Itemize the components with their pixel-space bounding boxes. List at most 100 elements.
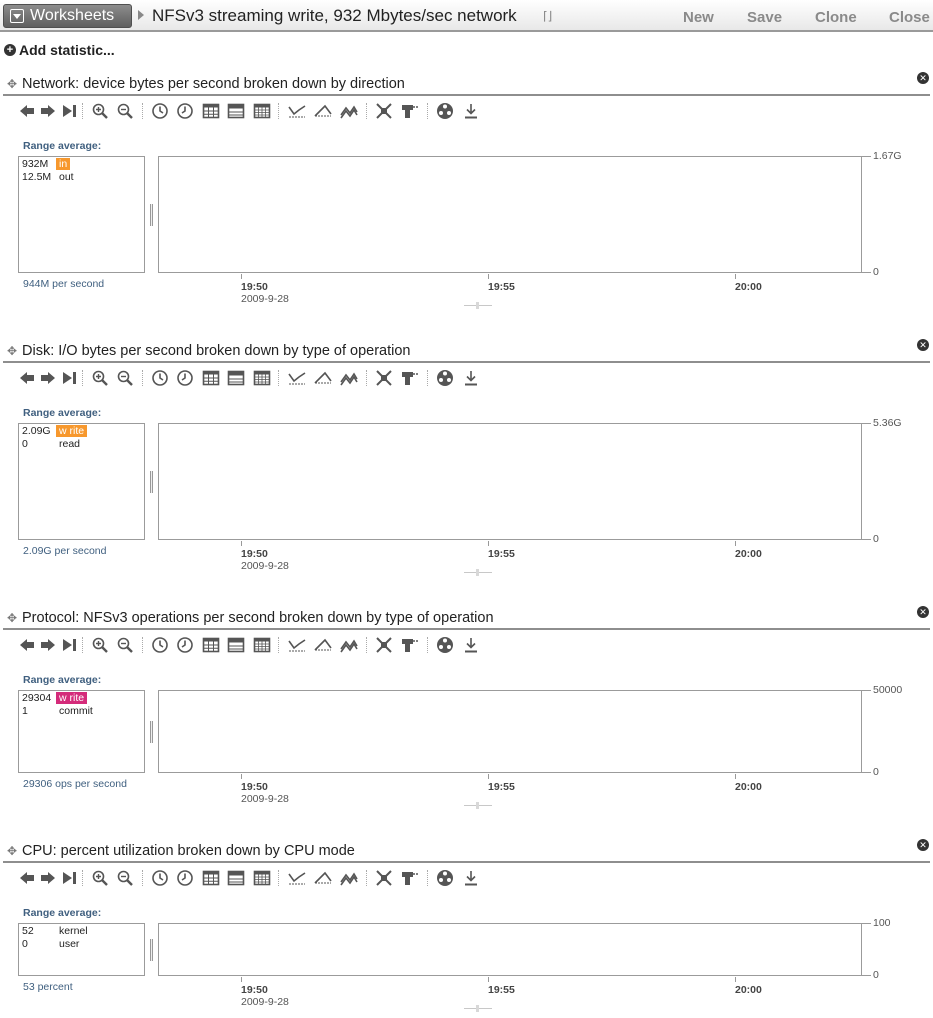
drill-icon[interactable] xyxy=(401,102,419,120)
min-line-icon[interactable] xyxy=(288,636,306,654)
table-grid-icon[interactable] xyxy=(253,869,271,887)
color-wheel-icon[interactable] xyxy=(436,369,454,387)
legend-name[interactable]: read xyxy=(59,438,81,450)
chart-plot[interactable] xyxy=(158,923,862,976)
max-line-icon[interactable] xyxy=(314,636,332,654)
zoom-in-icon[interactable] xyxy=(91,636,109,654)
range-handle[interactable] xyxy=(150,203,153,226)
chart-plot[interactable] xyxy=(158,690,862,773)
download-icon[interactable] xyxy=(462,636,480,654)
zoom-out-icon[interactable] xyxy=(116,636,134,654)
move-icon[interactable]: ✥ xyxy=(7,844,18,858)
color-wheel-icon[interactable] xyxy=(436,102,454,120)
zoom-out-icon[interactable] xyxy=(116,369,134,387)
clock-forward-icon[interactable] xyxy=(151,102,169,120)
table-icon[interactable] xyxy=(202,869,220,887)
chart-plot[interactable] xyxy=(158,156,862,273)
close-panel-icon[interactable]: ✕ xyxy=(917,839,929,851)
legend-name[interactable]: w rite xyxy=(56,692,88,704)
legend-name[interactable]: out xyxy=(59,171,74,183)
mountain-chart-icon[interactable] xyxy=(340,369,358,387)
series-area[interactable] xyxy=(18,653,720,717)
table-alt-icon[interactable] xyxy=(227,102,245,120)
max-line-icon[interactable] xyxy=(314,102,332,120)
new-button[interactable]: New xyxy=(683,9,714,26)
zoom-in-icon[interactable] xyxy=(91,369,109,387)
time-scrubber[interactable] xyxy=(464,1005,492,1012)
min-line-icon[interactable] xyxy=(288,869,306,887)
time-scrubber[interactable] xyxy=(464,569,492,576)
drill-icon[interactable] xyxy=(401,369,419,387)
max-line-icon[interactable] xyxy=(314,869,332,887)
table-grid-icon[interactable] xyxy=(253,636,271,654)
mountain-chart-icon[interactable] xyxy=(340,102,358,120)
download-icon[interactable] xyxy=(462,869,480,887)
clock-back-icon[interactable] xyxy=(176,369,194,387)
range-handle[interactable] xyxy=(150,470,153,493)
back-icon[interactable] xyxy=(18,869,720,920)
skip-end-icon[interactable] xyxy=(60,369,78,387)
save-button[interactable]: Save xyxy=(747,9,783,26)
worksheet-title[interactable]: NFSv3 streaming write, 932 Mbytes/sec ne… xyxy=(152,6,517,25)
clock-forward-icon[interactable] xyxy=(151,869,169,887)
drill-icon[interactable] xyxy=(401,869,419,887)
crop-icon[interactable] xyxy=(375,636,393,654)
close-panel-icon[interactable]: ✕ xyxy=(917,72,929,84)
back-icon[interactable] xyxy=(18,102,720,217)
move-icon[interactable]: ✥ xyxy=(7,77,18,91)
worksheets-button[interactable]: Worksheets xyxy=(3,4,132,28)
legend-name[interactable]: kernel xyxy=(59,925,88,937)
table-alt-icon[interactable] xyxy=(227,636,245,654)
table-icon[interactable] xyxy=(202,636,220,654)
min-line-icon[interactable] xyxy=(288,102,306,120)
range-handle[interactable] xyxy=(150,720,153,743)
legend-name[interactable]: user xyxy=(59,938,80,950)
move-icon[interactable]: ✥ xyxy=(7,344,18,358)
drill-icon[interactable] xyxy=(401,636,419,654)
clock-forward-icon[interactable] xyxy=(151,636,169,654)
table-alt-icon[interactable] xyxy=(227,369,245,387)
forward-icon[interactable] xyxy=(39,869,57,887)
color-wheel-icon[interactable] xyxy=(436,869,454,887)
chart-plot[interactable] xyxy=(158,423,862,540)
back-icon[interactable] xyxy=(18,369,720,484)
skip-end-icon[interactable] xyxy=(60,636,78,654)
move-icon[interactable]: ✥ xyxy=(7,611,18,625)
forward-icon[interactable] xyxy=(39,102,57,120)
color-wheel-icon[interactable] xyxy=(436,636,454,654)
clock-back-icon[interactable] xyxy=(176,636,194,654)
table-icon[interactable] xyxy=(202,102,220,120)
clock-back-icon[interactable] xyxy=(176,102,194,120)
clone-button[interactable]: Clone xyxy=(815,9,857,26)
skip-end-icon[interactable] xyxy=(60,102,78,120)
zoom-in-icon[interactable] xyxy=(91,869,109,887)
zoom-in-icon[interactable] xyxy=(91,102,109,120)
range-handle[interactable] xyxy=(150,938,153,961)
zoom-out-icon[interactable] xyxy=(116,102,134,120)
max-line-icon[interactable] xyxy=(314,369,332,387)
crop-icon[interactable] xyxy=(375,102,393,120)
time-scrubber[interactable] xyxy=(464,802,492,809)
close-panel-icon[interactable]: ✕ xyxy=(917,339,929,351)
forward-icon[interactable] xyxy=(39,636,57,654)
time-scrubber[interactable] xyxy=(464,302,492,309)
legend-name[interactable]: in xyxy=(56,158,71,170)
download-icon[interactable] xyxy=(462,369,480,387)
table-alt-icon[interactable] xyxy=(227,869,245,887)
close-button[interactable]: Close xyxy=(889,9,930,26)
download-icon[interactable] xyxy=(462,102,480,120)
legend-name[interactable]: w rite xyxy=(56,425,88,437)
forward-icon[interactable] xyxy=(39,369,57,387)
crop-icon[interactable] xyxy=(375,869,393,887)
table-icon[interactable] xyxy=(202,369,220,387)
crop-icon[interactable] xyxy=(375,369,393,387)
legend-name[interactable]: commit xyxy=(59,705,93,717)
clock-back-icon[interactable] xyxy=(176,869,194,887)
mountain-chart-icon[interactable] xyxy=(340,636,358,654)
clock-forward-icon[interactable] xyxy=(151,369,169,387)
back-icon[interactable] xyxy=(18,636,720,717)
close-panel-icon[interactable]: ✕ xyxy=(917,606,929,618)
mountain-chart-icon[interactable] xyxy=(340,869,358,887)
zoom-out-icon[interactable] xyxy=(116,869,134,887)
table-grid-icon[interactable] xyxy=(253,369,271,387)
